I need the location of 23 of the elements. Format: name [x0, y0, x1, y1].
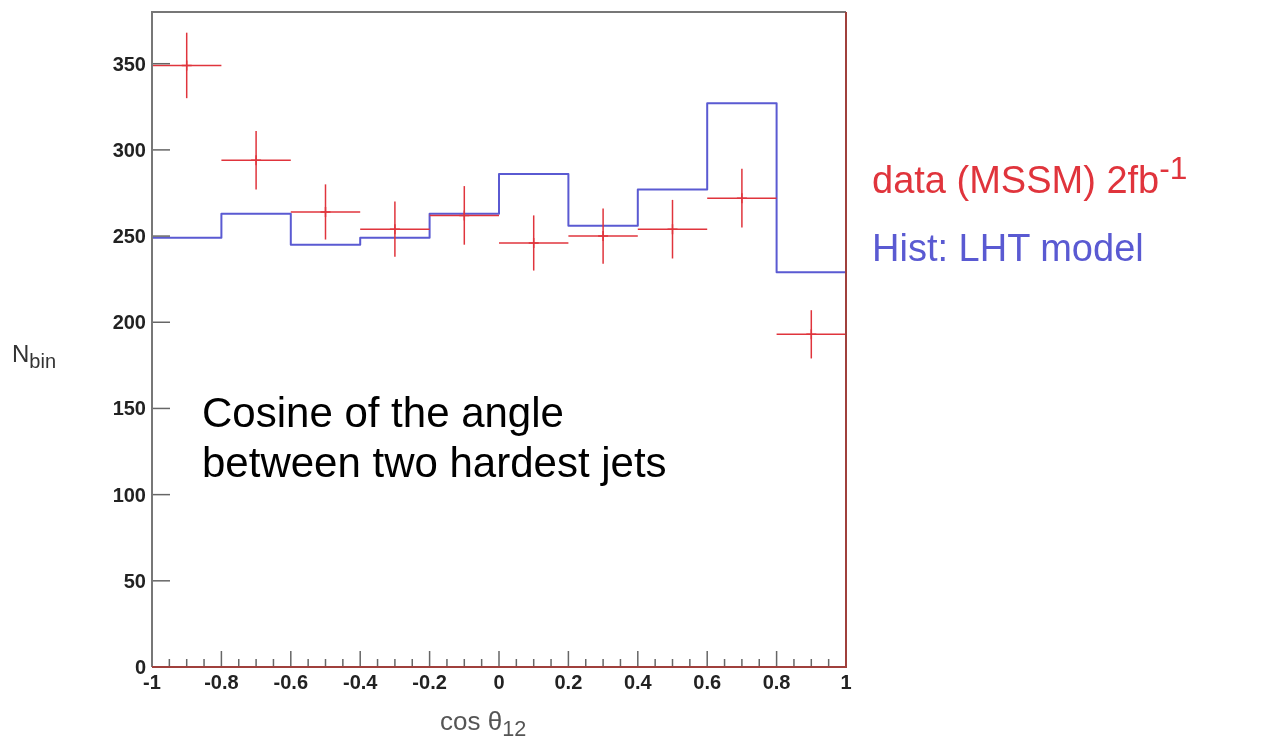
series-label: Hist: LHT model	[872, 226, 1145, 272]
x-tick-label: 1	[840, 670, 852, 693]
x-tick-label: 0.2	[554, 670, 583, 693]
x-tick-label: -0.4	[342, 670, 379, 693]
y-tick-label: 150	[112, 397, 146, 420]
x-tick-label: -0.8	[204, 670, 239, 693]
y-tick-label: 300	[112, 138, 146, 161]
x-tick-label: 0.6	[693, 670, 722, 693]
y-tick-label: 100	[112, 483, 146, 506]
x-tick-label: 0.8	[762, 670, 791, 693]
x-tick-label: 0	[493, 670, 505, 693]
y-tick-label: 50	[123, 569, 146, 592]
text: data (MSSM) 2fb$^{-1}$	[872, 149, 1188, 203]
y-axis-title: N$_{bin}$	[12, 340, 57, 373]
y-tick-label: 0	[134, 656, 146, 678]
annotation: Cosine of the angle between two hardest jets	[202, 388, 668, 489]
y-tick-label: 200	[112, 311, 146, 334]
x-tick-label: 0.4	[623, 670, 653, 693]
x-tick-label: -0.2	[412, 670, 447, 693]
y-tick-label: 250	[112, 225, 146, 248]
x-tick-label: -0.6	[273, 670, 309, 693]
x-axis-title: cos θ$_{12}$	[440, 706, 527, 743]
y-tick-label: 350	[112, 52, 146, 75]
